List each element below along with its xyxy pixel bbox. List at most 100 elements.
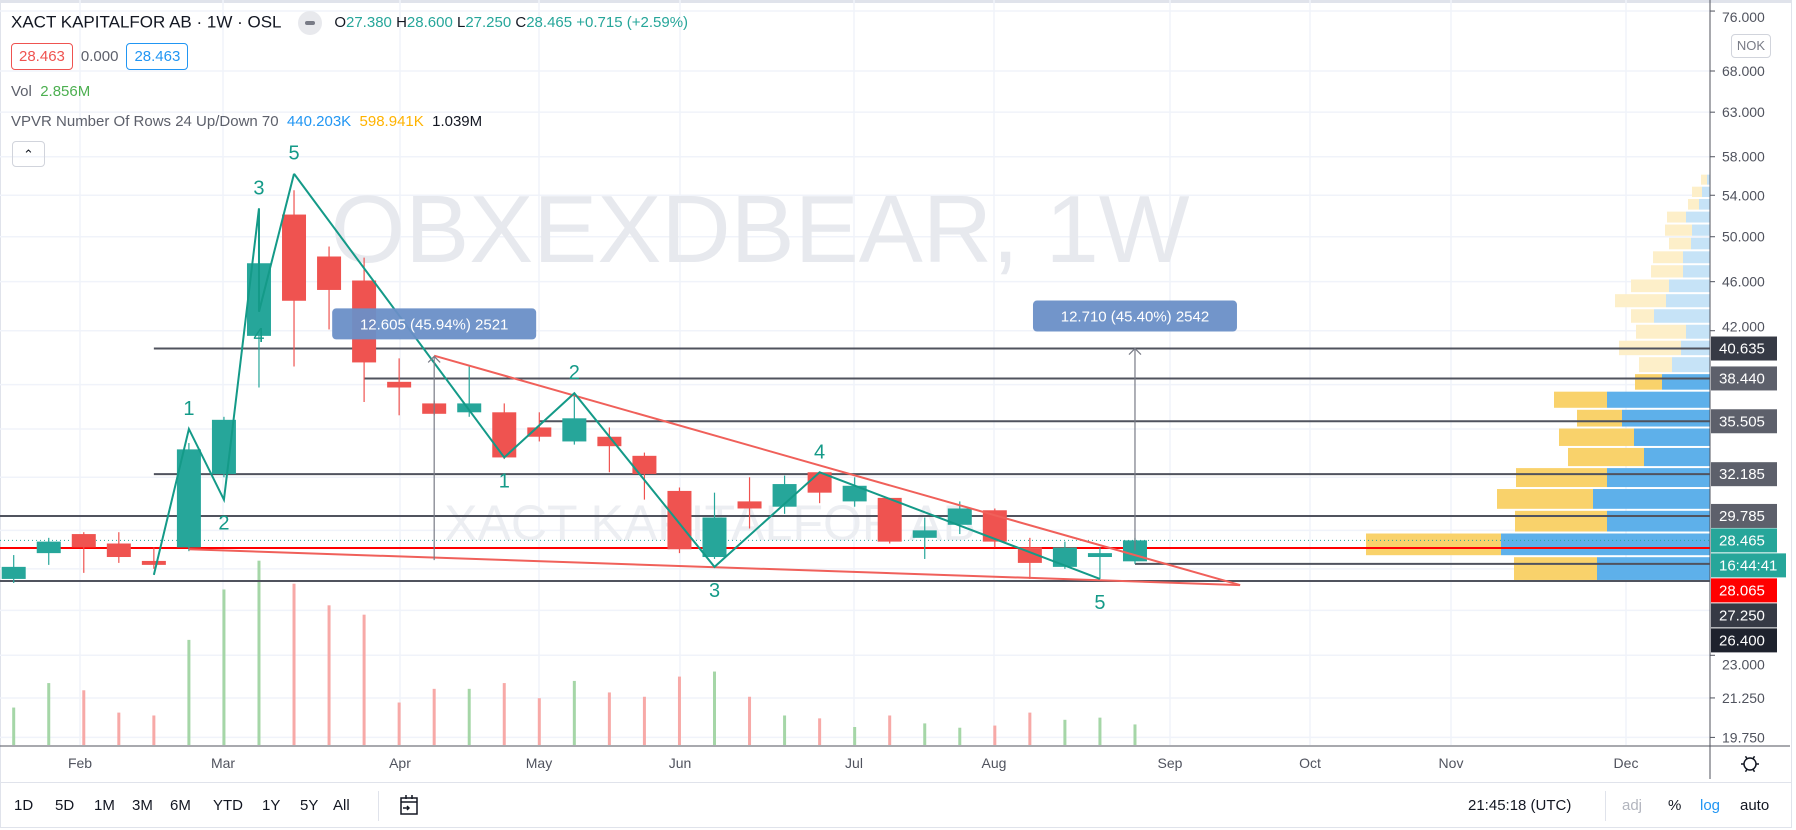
range-all[interactable]: All bbox=[333, 797, 350, 814]
price-tick-label: 54.000 bbox=[1722, 187, 1765, 203]
volume-value: 2.856M bbox=[40, 83, 91, 100]
vpvr-up-bar bbox=[1622, 409, 1710, 427]
candle-body[interactable] bbox=[597, 436, 622, 447]
vpvr-down-bar bbox=[1665, 224, 1692, 236]
candle-body[interactable] bbox=[702, 517, 727, 558]
price-label: 40.635 bbox=[1719, 341, 1765, 358]
settings-gear-icon[interactable] bbox=[1743, 757, 1757, 771]
candle-body[interactable] bbox=[912, 530, 937, 538]
vpvr-down-bar bbox=[1667, 211, 1686, 223]
log-toggle[interactable]: log bbox=[1700, 797, 1721, 814]
volume-bar bbox=[47, 683, 51, 745]
time-tick-label: Mar bbox=[211, 755, 235, 771]
utc-clock[interactable]: 21:45:18 (UTC) bbox=[1468, 797, 1572, 814]
low-value: 27.250 bbox=[465, 14, 512, 32]
range-5d[interactable]: 5D bbox=[55, 797, 75, 814]
candle-body[interactable] bbox=[527, 427, 552, 437]
candle-body[interactable] bbox=[667, 490, 692, 550]
elliott-wave-line[interactable] bbox=[293, 173, 1101, 580]
candle-body[interactable] bbox=[71, 534, 96, 548]
price-label-bg bbox=[1711, 409, 1777, 434]
vpvr-up-bar bbox=[1593, 489, 1710, 509]
price-label-bg bbox=[1711, 603, 1777, 628]
toolbar-divider bbox=[378, 791, 379, 821]
vpvr-up-bar bbox=[1666, 294, 1710, 308]
candle-body[interactable] bbox=[36, 541, 61, 554]
range-1y[interactable]: 1Y bbox=[262, 797, 281, 814]
candle-body[interactable] bbox=[317, 256, 342, 290]
spread-value: 0.000 bbox=[80, 48, 119, 65]
vpvr-up-bar bbox=[1702, 186, 1710, 198]
vpvr-down-bar bbox=[1514, 557, 1597, 580]
trendline[interactable] bbox=[433, 354, 1241, 587]
vpvr-up-bar bbox=[1654, 309, 1710, 323]
buy-button[interactable]: 28.463 bbox=[126, 43, 189, 70]
wave-label: 3 bbox=[253, 177, 264, 199]
candle-body[interactable] bbox=[947, 508, 972, 525]
wave-label: 4 bbox=[253, 325, 264, 347]
range-ytd[interactable]: YTD bbox=[213, 797, 243, 814]
volume-bar bbox=[292, 583, 296, 745]
symbol-title[interactable]: XACT KAPITALFOR AB · 1W · OSL bbox=[11, 12, 281, 32]
range-1d[interactable]: 1D bbox=[14, 797, 34, 814]
adj-toggle[interactable]: adj bbox=[1622, 797, 1643, 814]
price-tick-label: 58.000 bbox=[1722, 149, 1765, 165]
price-tick-label: 42.000 bbox=[1722, 319, 1765, 335]
price-label: 38.440 bbox=[1719, 370, 1765, 387]
candle-body[interactable] bbox=[387, 381, 412, 388]
high-value: 28.600 bbox=[406, 14, 453, 32]
arrow-up-icon bbox=[1128, 347, 1142, 355]
vpvr-down-value: 598.941K bbox=[359, 113, 424, 130]
candle-body[interactable] bbox=[772, 484, 797, 507]
time-tick-label: Jun bbox=[669, 755, 692, 771]
collapse-legend-button[interactable]: ⌃ bbox=[12, 141, 45, 167]
volume-bar bbox=[537, 698, 541, 745]
vpvr-down-bar bbox=[1497, 489, 1593, 509]
wave-label: 5 bbox=[1094, 592, 1105, 614]
vpvr-up-value: 440.203K bbox=[286, 113, 352, 130]
candle-body[interactable] bbox=[877, 497, 902, 542]
candle-body[interactable] bbox=[282, 214, 307, 301]
percent-toggle[interactable]: % bbox=[1668, 797, 1682, 814]
watermark-symbol: OBXEXDBEAR, 1W bbox=[331, 176, 1190, 283]
candle-body[interactable] bbox=[1, 566, 26, 579]
range-3m[interactable]: 3M bbox=[132, 797, 153, 814]
price-label: 32.185 bbox=[1719, 466, 1765, 483]
elliott-wave-line[interactable] bbox=[152, 173, 295, 576]
vpvr-legend[interactable]: VPVR Number Of Rows 24 Up/Down 70 440.20… bbox=[11, 113, 483, 130]
vpvr-up-bar bbox=[1501, 533, 1710, 556]
candle-body[interactable] bbox=[457, 403, 482, 413]
price-tick-label: 21.250 bbox=[1722, 690, 1765, 706]
candle-body[interactable] bbox=[1052, 547, 1077, 567]
volume-bar bbox=[187, 639, 191, 745]
volume-bar bbox=[993, 725, 997, 745]
candle-body[interactable] bbox=[141, 560, 166, 565]
hide-legend-button[interactable] bbox=[297, 11, 322, 35]
red-line-price-label: 28.065 bbox=[1719, 582, 1765, 599]
sell-button[interactable]: 28.463 bbox=[11, 43, 73, 70]
price-label-bg bbox=[1711, 366, 1777, 391]
price-label-bg bbox=[1711, 336, 1777, 361]
candle-body[interactable] bbox=[1087, 553, 1112, 558]
volume-legend[interactable]: Vol 2.856M bbox=[11, 83, 91, 100]
range-6m[interactable]: 6M bbox=[170, 797, 191, 814]
vpvr-down-bar bbox=[1559, 428, 1634, 446]
vpvr-up-bar bbox=[1644, 447, 1710, 467]
wave-label: 5 bbox=[288, 143, 299, 165]
candle-body[interactable] bbox=[737, 501, 762, 509]
volume-bar bbox=[607, 692, 611, 745]
candle-body[interactable] bbox=[842, 485, 867, 502]
range-5y[interactable]: 5Y bbox=[300, 797, 319, 814]
auto-toggle[interactable]: auto bbox=[1740, 797, 1770, 814]
candle-body[interactable] bbox=[562, 418, 587, 442]
candle-body[interactable] bbox=[106, 543, 131, 558]
vpvr-up-bar bbox=[1607, 510, 1710, 532]
candle-body[interactable] bbox=[1017, 547, 1042, 563]
candle-body[interactable] bbox=[632, 455, 657, 474]
calendar-goto-date-icon[interactable] bbox=[398, 793, 420, 821]
measure-label: 12.710 (45.40%) 2542 bbox=[1061, 309, 1209, 326]
range-1m[interactable]: 1M bbox=[94, 797, 115, 814]
volume-bar bbox=[327, 605, 331, 745]
currency-button[interactable]: NOK bbox=[1731, 34, 1771, 58]
